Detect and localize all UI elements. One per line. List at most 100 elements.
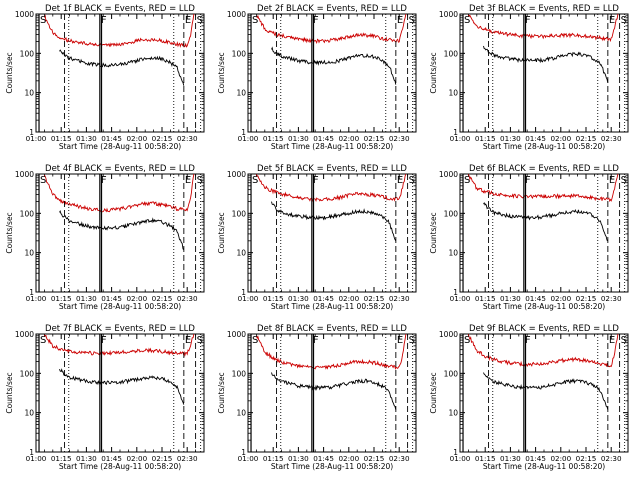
- y-tick-label: 1000: [439, 10, 458, 19]
- y-tick-label: 1: [453, 288, 458, 297]
- marker-label: E: [609, 335, 615, 346]
- marker-label: S: [252, 15, 258, 26]
- y-axis-label: Counts/sec: [5, 212, 14, 253]
- plot-panel-1: Det 1f BLACK = Events, RED = LLD 1 10 100 10…: [5, 4, 205, 151]
- marker-label: S: [464, 175, 470, 186]
- marker-label: S: [252, 335, 258, 346]
- x-tick-label: 01:00: [26, 454, 47, 463]
- x-axis-label: Start Time (28-Aug-11 00:58:20): [483, 302, 605, 311]
- y-tick-label: 10: [24, 89, 34, 98]
- x-axis-label: Start Time (28-Aug-11 00:58:20): [483, 142, 605, 151]
- x-tick-label: 01:45: [525, 454, 546, 463]
- x-tick-label: 02:30: [601, 454, 622, 463]
- plot-panel-2: Det 2f BLACK = Events, RED = LLD 1 10 100 10…: [217, 4, 417, 151]
- y-tick-label: 100: [232, 369, 247, 378]
- x-tick-label: 02:30: [177, 454, 198, 463]
- plot-title: Det 1f BLACK = Events, RED = LLD: [45, 4, 195, 14]
- plot-title: Det 2f BLACK = Events, RED = LLD: [257, 4, 407, 14]
- x-tick-label: 01:15: [51, 454, 72, 463]
- series-line-events: [59, 209, 185, 250]
- x-tick-label: 01:15: [475, 134, 496, 143]
- x-tick-label: 01:15: [263, 134, 284, 143]
- marker-label: F: [101, 175, 107, 186]
- x-tick-label: 01:30: [500, 454, 521, 463]
- marker-label: E: [609, 175, 615, 186]
- x-tick-label: 02:00: [338, 294, 359, 303]
- x-tick-label: 01:15: [263, 454, 284, 463]
- y-tick-label: 10: [448, 89, 458, 98]
- marker-label: F: [313, 335, 319, 346]
- x-tick-label: 01:45: [525, 294, 546, 303]
- x-axis-label: Start Time (28-Aug-11 00:58:20): [271, 142, 393, 151]
- x-axis-label: Start Time (28-Aug-11 00:58:20): [271, 462, 393, 471]
- x-tick-label: 02:00: [338, 454, 359, 463]
- marker-label: S: [621, 175, 627, 186]
- y-tick-label: 1000: [15, 10, 34, 19]
- y-axis-label: Counts/sec: [217, 372, 226, 413]
- x-tick-label: 02:00: [550, 134, 571, 143]
- series-line-events: [271, 372, 397, 410]
- series-line-lld: [468, 13, 619, 43]
- marker-label: S: [40, 15, 46, 26]
- series-line-lld: [467, 173, 619, 203]
- marker-label: S: [621, 335, 627, 346]
- series-line-lld: [43, 13, 195, 48]
- y-tick-label: 100: [444, 209, 459, 218]
- y-axis-label: Counts/sec: [217, 212, 226, 253]
- x-tick-label: 01:00: [26, 134, 47, 143]
- plot-title: Det 4f BLACK = Events, RED = LLD: [45, 164, 195, 174]
- series-line-events: [271, 201, 397, 242]
- x-tick-label: 02:00: [550, 454, 571, 463]
- marker-label: S: [409, 335, 415, 346]
- y-tick-label: 1: [241, 128, 246, 137]
- marker-label: S: [621, 15, 627, 26]
- marker-label: F: [101, 15, 107, 26]
- plot-frame: [247, 333, 417, 453]
- series-line-lld: [467, 333, 619, 368]
- x-tick-label: 02:30: [389, 134, 410, 143]
- series-line-events: [483, 202, 609, 242]
- x-axis-label: Start Time (28-Aug-11 00:58:20): [271, 302, 393, 311]
- x-tick-label: 02:00: [550, 294, 571, 303]
- marker-label: F: [525, 335, 531, 346]
- marker-label: S: [40, 175, 46, 186]
- y-tick-label: 10: [448, 249, 458, 258]
- series-line-lld: [255, 333, 407, 370]
- y-tick-label: 100: [20, 209, 35, 218]
- series-line-events: [483, 45, 609, 83]
- x-tick-label: 01:30: [500, 294, 521, 303]
- x-tick-label: 02:30: [601, 294, 622, 303]
- x-tick-label: 01:30: [76, 134, 97, 143]
- marker-label: E: [397, 175, 403, 186]
- y-tick-label: 10: [24, 249, 34, 258]
- x-tick-label: 01:00: [450, 134, 471, 143]
- x-tick-label: 01:45: [101, 294, 122, 303]
- marker-label: S: [197, 335, 203, 346]
- x-tick-label: 01:45: [313, 134, 334, 143]
- x-tick-label: 02:00: [126, 134, 147, 143]
- marker-label: F: [101, 335, 107, 346]
- y-axis-label: Counts/sec: [5, 52, 14, 93]
- plot-panel-4: Det 4f BLACK = Events, RED = LLD 1 10 100 10…: [5, 164, 205, 311]
- marker-label: F: [525, 15, 531, 26]
- x-tick-label: 01:45: [313, 294, 334, 303]
- series-line-events: [59, 49, 185, 86]
- x-tick-label: 02:30: [177, 134, 198, 143]
- x-tick-label: 01:00: [238, 454, 259, 463]
- plot-frame: [247, 13, 417, 133]
- y-tick-label: 100: [232, 209, 247, 218]
- y-tick-label: 10: [448, 409, 458, 418]
- plot-frame: [35, 333, 205, 453]
- x-tick-label: 02:15: [364, 134, 385, 143]
- y-tick-label: 1000: [439, 330, 458, 339]
- marker-label: E: [397, 335, 403, 346]
- marker-label: E: [397, 15, 403, 26]
- marker-label: S: [464, 335, 470, 346]
- marker-label: S: [409, 15, 415, 26]
- x-axis-label: Start Time (28-Aug-11 00:58:20): [59, 142, 181, 151]
- x-axis-label: Start Time (28-Aug-11 00:58:20): [59, 302, 181, 311]
- y-tick-label: 1: [241, 448, 246, 457]
- marker-label: F: [313, 15, 319, 26]
- plot-frame: [35, 173, 205, 293]
